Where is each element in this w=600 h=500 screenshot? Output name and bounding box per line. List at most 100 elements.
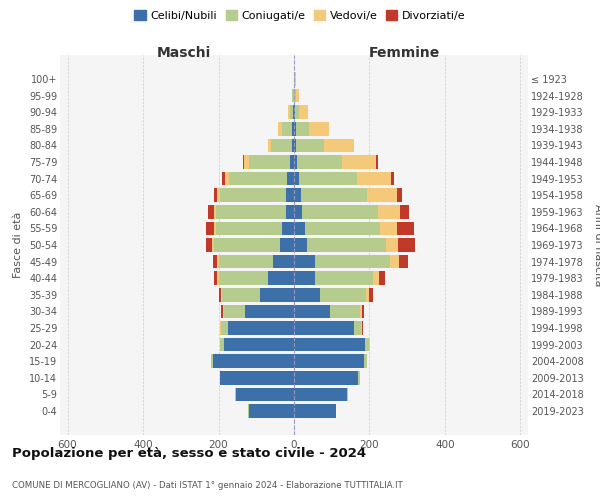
Bar — [214, 238, 280, 252]
Bar — [216, 205, 286, 218]
Bar — [299, 172, 357, 186]
Bar — [397, 222, 414, 235]
Bar — [315, 272, 373, 285]
Text: Femmine: Femmine — [368, 46, 440, 60]
Bar — [361, 321, 362, 335]
Bar — [220, 371, 294, 384]
Y-axis label: Anni di nascita: Anni di nascita — [593, 204, 600, 286]
Bar — [225, 172, 229, 186]
Bar — [362, 304, 364, 318]
Bar — [296, 89, 299, 102]
Bar — [294, 222, 305, 235]
Bar — [365, 338, 370, 351]
Bar — [297, 155, 343, 169]
Bar — [307, 238, 386, 252]
Bar — [229, 172, 287, 186]
Legend: Celibi/Nubili, Coniugati/e, Vedovi/e, Divorziati/e: Celibi/Nubili, Coniugati/e, Vedovi/e, Di… — [132, 8, 468, 24]
Bar — [324, 138, 355, 152]
Bar — [221, 321, 228, 335]
Bar — [268, 272, 294, 285]
Bar — [213, 255, 217, 268]
Bar — [273, 255, 294, 268]
Bar — [295, 106, 299, 119]
Bar — [294, 238, 307, 252]
Bar — [228, 321, 294, 335]
Bar — [294, 106, 295, 119]
Bar — [294, 72, 295, 86]
Bar — [218, 255, 273, 268]
Bar — [397, 188, 401, 202]
Bar — [221, 304, 223, 318]
Bar — [212, 238, 214, 252]
Bar — [220, 188, 286, 202]
Bar — [271, 138, 292, 152]
Bar — [244, 155, 249, 169]
Bar — [280, 238, 294, 252]
Bar — [224, 338, 294, 351]
Bar — [216, 222, 282, 235]
Bar — [296, 138, 324, 152]
Bar — [219, 288, 221, 302]
Bar — [343, 155, 376, 169]
Bar — [282, 222, 294, 235]
Bar — [357, 172, 391, 186]
Bar — [294, 205, 302, 218]
Bar — [217, 272, 218, 285]
Bar — [335, 404, 336, 417]
Bar — [235, 388, 294, 401]
Bar — [218, 272, 268, 285]
Bar — [214, 272, 217, 285]
Bar — [294, 155, 297, 169]
Bar — [245, 304, 294, 318]
Bar — [391, 172, 394, 186]
Text: Popolazione per età, sesso e stato civile - 2024: Popolazione per età, sesso e stato civil… — [12, 448, 366, 460]
Bar — [294, 388, 347, 401]
Bar — [294, 371, 358, 384]
Bar — [373, 272, 379, 285]
Bar — [294, 404, 335, 417]
Bar — [378, 205, 400, 218]
Bar — [295, 72, 296, 86]
Bar — [398, 238, 415, 252]
Bar — [292, 122, 294, 136]
Bar — [294, 288, 320, 302]
Bar — [282, 122, 292, 136]
Bar — [315, 255, 390, 268]
Bar — [299, 106, 308, 119]
Bar — [309, 122, 329, 136]
Bar — [379, 272, 385, 285]
Bar — [292, 138, 294, 152]
Bar — [217, 255, 218, 268]
Bar — [214, 205, 216, 218]
Bar — [287, 172, 294, 186]
Bar — [386, 238, 398, 252]
Bar — [249, 155, 290, 169]
Bar — [366, 288, 370, 302]
Bar — [330, 304, 360, 318]
Bar — [294, 188, 301, 202]
Bar — [294, 304, 330, 318]
Bar — [301, 188, 367, 202]
Bar — [206, 222, 214, 235]
Bar — [222, 172, 225, 186]
Y-axis label: Fasce di età: Fasce di età — [13, 212, 23, 278]
Bar — [360, 304, 362, 318]
Bar — [268, 138, 271, 152]
Bar — [220, 321, 221, 335]
Bar — [260, 288, 294, 302]
Bar — [292, 89, 293, 102]
Bar — [214, 188, 217, 202]
Bar — [278, 122, 282, 136]
Bar — [286, 205, 294, 218]
Bar — [206, 238, 212, 252]
Bar — [376, 155, 378, 169]
Bar — [320, 288, 366, 302]
Bar — [286, 188, 294, 202]
Bar — [243, 155, 244, 169]
Bar — [290, 155, 294, 169]
Bar — [358, 371, 360, 384]
Bar — [223, 304, 224, 318]
Bar — [222, 288, 260, 302]
Bar — [294, 338, 365, 351]
Bar — [367, 188, 397, 202]
